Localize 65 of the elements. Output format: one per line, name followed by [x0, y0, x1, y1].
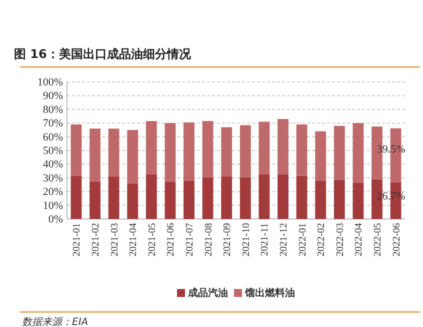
x-tick-label: 2021-10 [240, 223, 252, 256]
bar [127, 183, 138, 219]
x-tick-label: 2021-12 [278, 223, 290, 256]
bar [184, 180, 194, 219]
bar [221, 127, 232, 177]
bar [202, 121, 214, 178]
bar [127, 130, 138, 184]
x-tick-label: 2022-06 [391, 223, 402, 256]
legend-label: 成品汽油 [187, 287, 228, 299]
bar [352, 123, 364, 183]
chart-title: 图 16：美国出口成品油细分情况 [14, 47, 192, 61]
bar [108, 176, 120, 219]
bar [108, 128, 120, 177]
bar [70, 176, 82, 219]
bar [258, 174, 270, 219]
bar [70, 124, 82, 176]
bar [240, 177, 251, 219]
x-tick-label: 2021-07 [184, 223, 196, 256]
x-tick-label: 2022-04 [354, 223, 365, 256]
x-tick-label: 2022-01 [297, 223, 308, 256]
bar [352, 182, 364, 219]
x-tick-label: 2021-05 [146, 223, 158, 256]
bar [315, 180, 326, 219]
y-tick-label: 50% [42, 145, 63, 158]
y-tick-label: 60% [42, 131, 63, 144]
x-tick-label: 2021-01 [72, 223, 83, 256]
bar [164, 123, 176, 182]
y-tick-label: 100% [37, 76, 63, 89]
bar [184, 122, 194, 181]
y-tick-label: 30% [42, 172, 63, 184]
y-tick-label: 20% [42, 186, 63, 198]
bar [258, 122, 270, 174]
x-tick-label: 2021-02 [90, 223, 102, 256]
x-tick-label: 2021-08 [203, 223, 214, 256]
y-tick-label: 0% [48, 214, 63, 226]
x-tick-label: 2022-02 [316, 223, 328, 256]
bar [146, 174, 157, 219]
x-tick-label: 2021-04 [128, 223, 140, 256]
y-tick-label: 90% [42, 90, 63, 102]
y-tick-label: 40% [42, 158, 63, 171]
bar [221, 176, 232, 219]
bar [90, 128, 100, 182]
y-tick-label: 80% [42, 104, 63, 116]
bar [164, 182, 176, 219]
bar [146, 121, 157, 174]
x-tick-label: 2021-11 [260, 223, 271, 256]
bar [90, 181, 100, 219]
source-note: 数据来源：EIA [22, 316, 88, 327]
x-tick-label: 2022-03 [334, 223, 346, 256]
x-tick-label: 2021-03 [109, 223, 120, 256]
bar [334, 126, 345, 180]
bar [278, 118, 288, 174]
bar [296, 124, 308, 176]
bar [315, 131, 326, 181]
x-tick-label: 2022-05 [372, 223, 384, 256]
y-tick-label: 70% [42, 118, 63, 130]
bar [202, 177, 214, 219]
legend-label: 馏出燃料油 [244, 287, 295, 299]
bar [278, 174, 288, 219]
x-tick-label: 2021-09 [222, 223, 234, 256]
bar [334, 180, 345, 219]
bar [240, 125, 251, 178]
bar [296, 176, 308, 219]
y-tick-label: 10% [42, 200, 63, 212]
x-tick-label: 2021-06 [166, 223, 177, 256]
